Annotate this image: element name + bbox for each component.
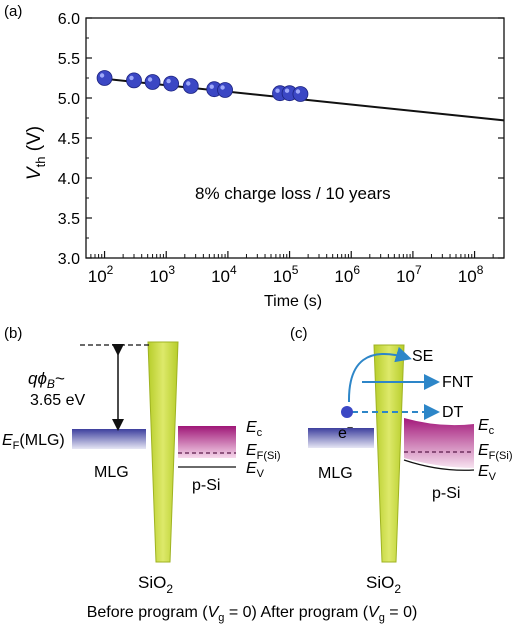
mlg-label-b: MLG: [94, 464, 129, 481]
data-point: [292, 86, 309, 102]
y-tick-label: 5.5: [58, 51, 80, 68]
panel-label-c: (c): [290, 325, 308, 342]
y-tick-label: 6.0: [58, 11, 80, 28]
y-tick-label: 3.0: [58, 251, 80, 268]
mlg-band-b: [72, 429, 146, 449]
x-tick-label: 107: [396, 263, 422, 286]
barrier-value-b: 3.65 eV: [30, 392, 85, 409]
plot-frame: [85, 17, 505, 259]
chart-annotation: 8% charge loss / 10 years: [195, 184, 391, 203]
ev-label-b: EV: [246, 460, 265, 480]
barrier-label-b: qϕB~: [28, 369, 65, 391]
psi-label-c: p-Si: [432, 485, 460, 502]
panel-label-a: (a): [4, 3, 22, 20]
data-point-highlight: [129, 75, 134, 81]
data-point: [144, 74, 161, 90]
x-axis-title: Time (s): [264, 293, 322, 310]
data-point-highlight: [186, 81, 191, 86]
x-tick-label: 106: [334, 263, 360, 286]
data-point: [126, 72, 142, 89]
data-point-highlight: [166, 78, 171, 84]
data-point-highlight: [295, 89, 301, 94]
sio2-label-b: SiO2: [138, 573, 173, 596]
mlg-band-c: [308, 428, 374, 448]
efsi-label-b: EF(Si): [246, 442, 281, 462]
x-ticks: 102 103 104 105 106 107 108: [88, 251, 484, 286]
panel-label-b: (b): [4, 325, 22, 342]
data-point-highlight: [99, 73, 105, 78]
electron-label: e−: [338, 422, 353, 442]
y-tick-label: 5.0: [58, 91, 80, 108]
x-tick-label: 105: [273, 263, 299, 286]
plot-area: 3.0 3.5 4.0 4.5 5.0 5.5 6.0 102 103 104 105 106 107…: [58, 11, 505, 286]
y-ticks: 3.0 3.5 4.0 4.5 5.0 5.5 6.0: [58, 11, 504, 268]
data-points: [96, 70, 309, 102]
x-tick-label: 104: [211, 263, 237, 286]
oxide-bar-c: [373, 344, 405, 563]
x-tick-label: 102: [88, 263, 114, 286]
figure-caption: Before program (Vg = 0) After program (V…: [87, 604, 418, 624]
ec-label-b: Ec: [246, 419, 263, 439]
efsi-label-c: EF(Si): [478, 442, 513, 462]
mlg-label-c: MLG: [318, 465, 353, 482]
sio2-label-c: SiO2: [366, 573, 401, 596]
data-point-highlight: [147, 77, 153, 82]
psi-label-b: p-Si: [192, 477, 220, 494]
x-tick-label: 103: [149, 263, 175, 286]
oxide-bar-b: [147, 341, 179, 563]
ec-label-c: Ec: [478, 417, 495, 437]
data-point: [217, 82, 233, 98]
ev-label-c: EV: [478, 463, 497, 483]
data-point-highlight: [284, 88, 290, 93]
y-tick-label: 4.0: [58, 171, 80, 188]
y-tick-label: 3.5: [58, 211, 80, 228]
ev-line-c: [403, 459, 475, 471]
data-point: [163, 75, 180, 92]
data-point-highlight: [220, 85, 225, 90]
y-axis-title: Vth (V): [24, 126, 48, 180]
se-label: SE: [412, 348, 433, 365]
electron-dot: [341, 406, 353, 418]
panel-c: (c) SE FNT DT e− MLG p-Si Ec EF(Si) EV: [290, 325, 513, 596]
panel-b: (b) qϕB~ 3.65 eV EF(MLG) MLG p-Si Ec EF(…: [2, 325, 281, 596]
data-point: [96, 70, 113, 86]
si-band-c: [404, 418, 474, 468]
x-tick-label: 108: [458, 263, 484, 286]
data-point-highlight: [275, 88, 280, 93]
data-point: [182, 78, 199, 94]
x-minor-ticks: [85, 254, 505, 258]
se-arrow: [347, 346, 412, 403]
ef-mlg-label-b: EF(MLG): [2, 432, 65, 452]
fnt-label: FNT: [442, 374, 473, 391]
data-point-highlight: [209, 84, 214, 89]
y-tick-label: 4.5: [58, 131, 80, 148]
dt-label: DT: [442, 404, 464, 421]
